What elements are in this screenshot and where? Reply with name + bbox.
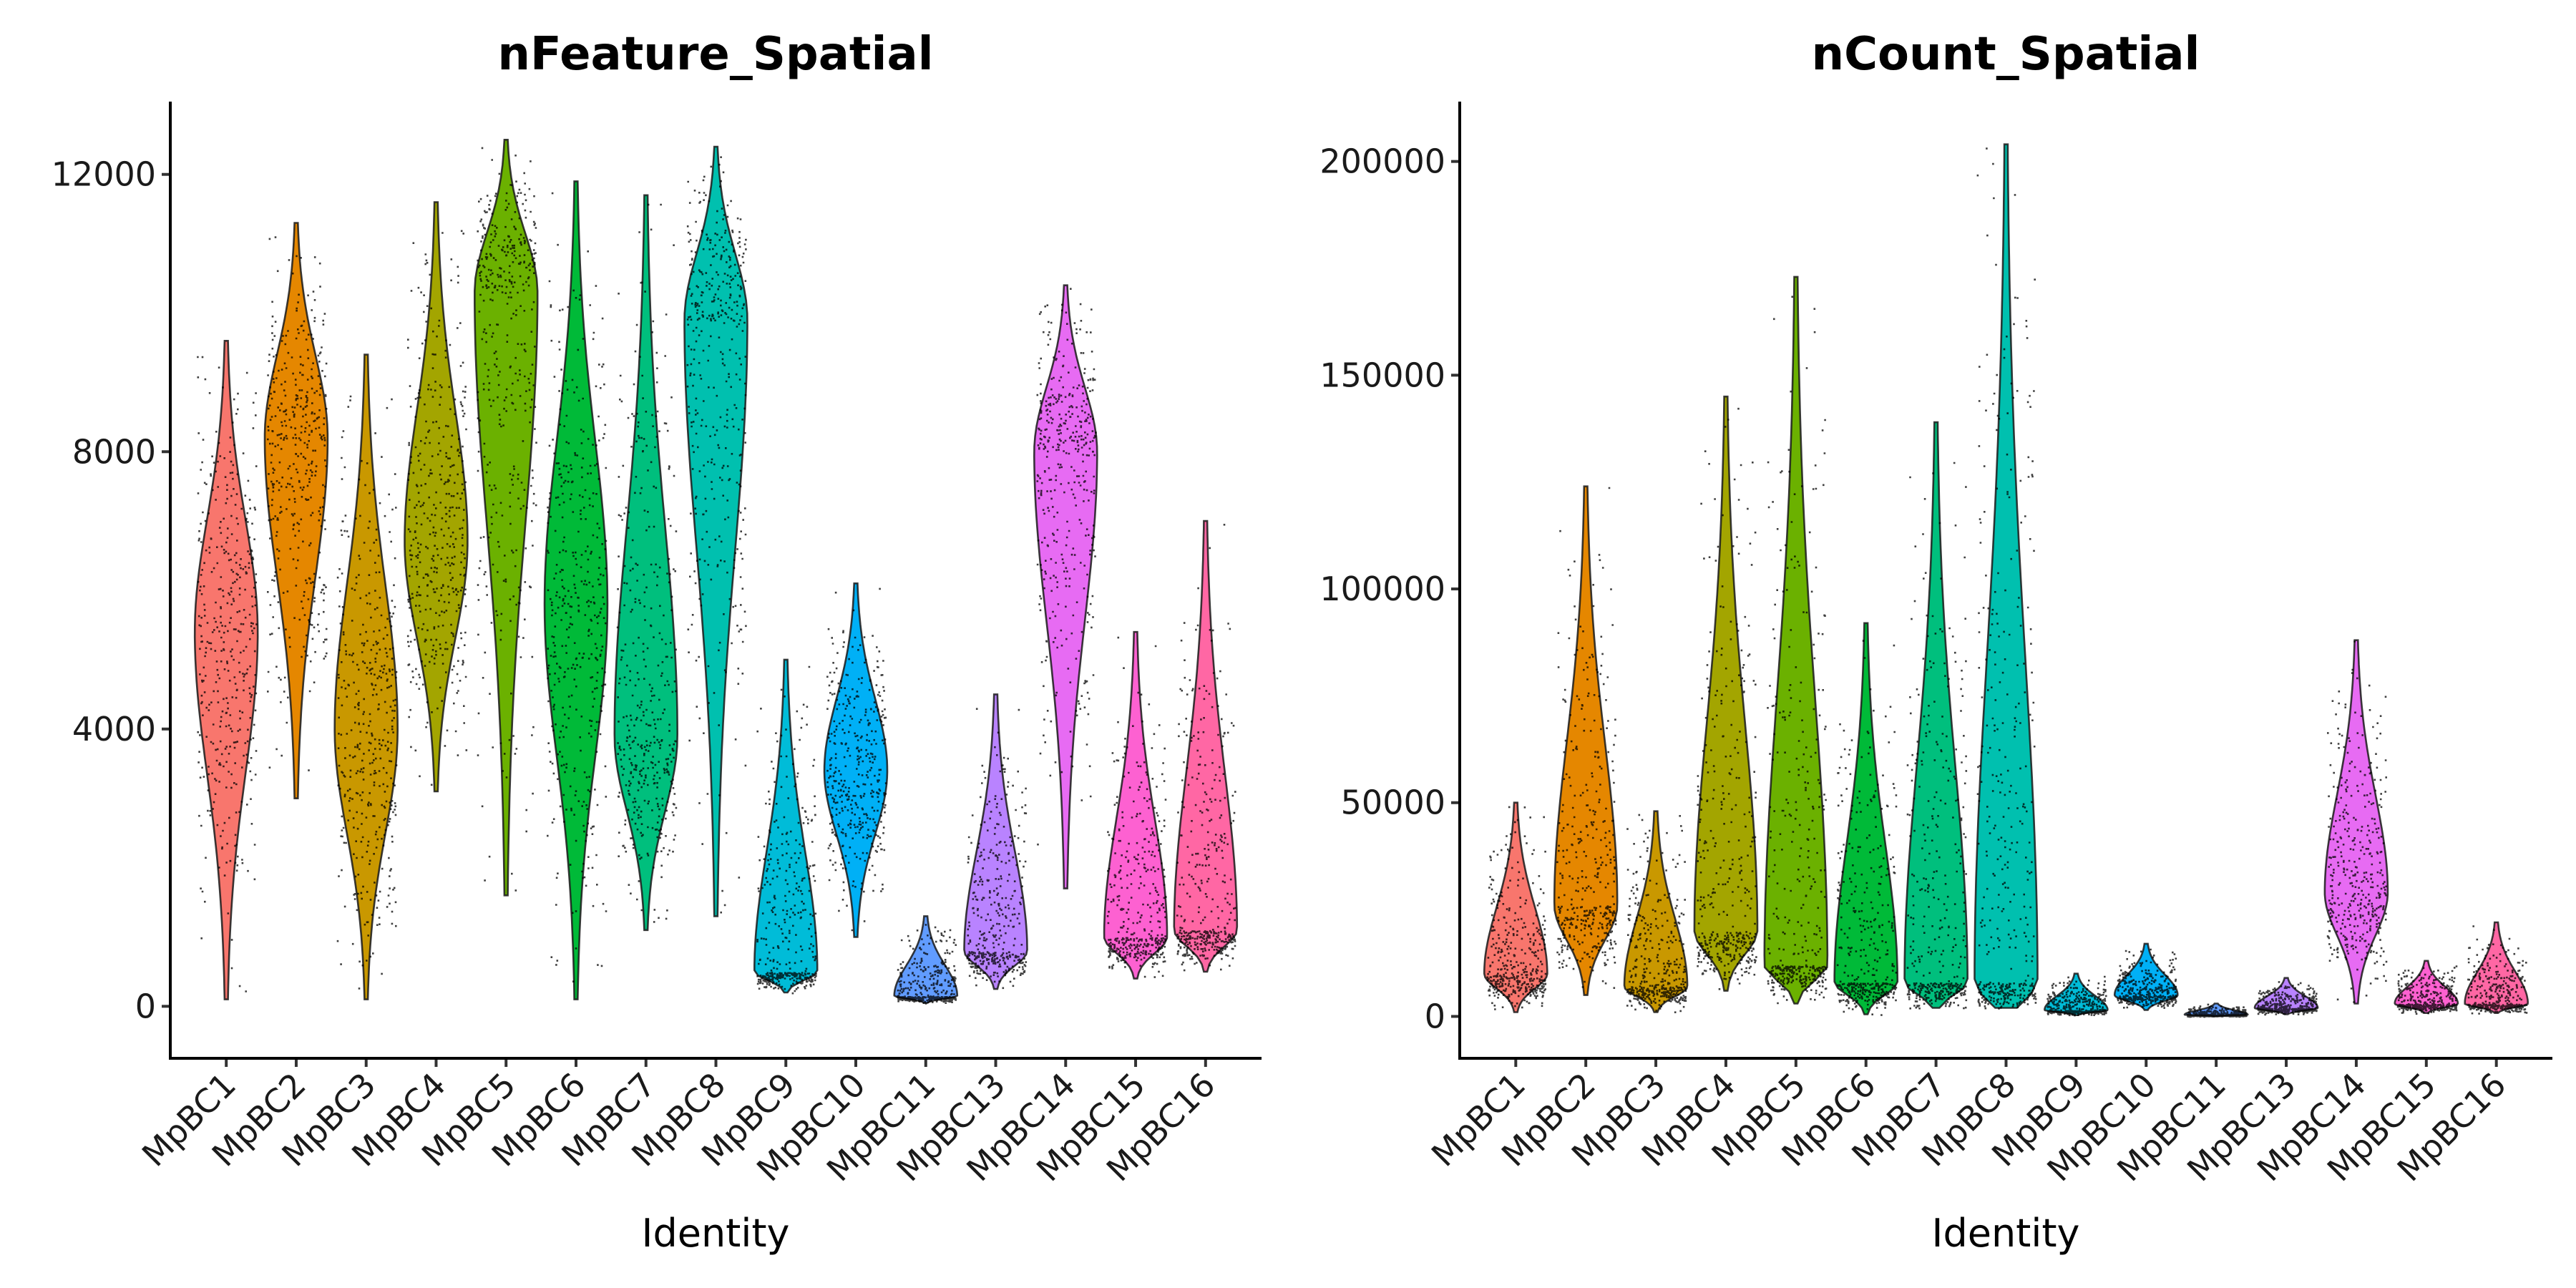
violins-left <box>193 139 1239 1005</box>
panel-title: nCount_Spatial <box>1812 28 2200 81</box>
violin-MpBC5 <box>1763 275 1829 1005</box>
y-tick-label: 0 <box>135 987 156 1025</box>
violin-MpBC13 <box>963 693 1028 990</box>
y-tick-label: 12000 <box>52 155 156 194</box>
y-tick-label: 8000 <box>72 432 156 471</box>
y-tick-label: 150000 <box>1319 356 1445 394</box>
y-tick-label: 50000 <box>1341 784 1445 822</box>
y-tick-label: 0 <box>1425 997 1445 1035</box>
violin-MpBC10 <box>823 582 889 938</box>
violin-MpBC1 <box>1483 801 1548 1013</box>
data-points <box>1626 814 1687 1013</box>
data-points <box>2326 640 2388 1003</box>
violin-MpBC7 <box>1903 421 1969 1010</box>
data-points <box>197 356 258 992</box>
x-axis-title: Identity <box>642 1211 790 1256</box>
violin-MpBC6 <box>543 180 609 1000</box>
violin-MpBC11 <box>2183 1002 2249 1018</box>
violins-right <box>1483 143 2529 1018</box>
data-points <box>1556 487 1617 989</box>
violin-MpBC3 <box>333 353 399 1000</box>
data-points <box>1106 636 1167 978</box>
violin-shape <box>963 693 1028 990</box>
data-points <box>2117 948 2177 1009</box>
violin-MpBC13 <box>2253 977 2319 1016</box>
violin-shape <box>1483 801 1548 1013</box>
y-tick-label: 200000 <box>1319 142 1445 181</box>
violin-shape <box>1763 275 1829 1005</box>
violin-MpBC8 <box>1974 143 2039 1010</box>
violin-MpBC10 <box>2113 942 2179 1011</box>
data-points <box>2046 975 2107 1017</box>
violin-MpBC6 <box>1833 622 1899 1016</box>
y-axis-ticks-right: 0 50000 100000 150000 200000 <box>1319 142 1460 1035</box>
data-points <box>897 924 957 1005</box>
violin-shape <box>1974 143 2039 1009</box>
violin-MpBC14 <box>2323 639 2389 1005</box>
violin-MpBC15 <box>2394 960 2459 1015</box>
data-points <box>2187 1003 2248 1018</box>
panel-title: nFeature_Spatial <box>497 28 933 81</box>
violin-MpBC2 <box>263 222 329 799</box>
data-points <box>966 708 1028 990</box>
violin-MpBC14 <box>1033 284 1098 889</box>
data-points <box>2467 925 2528 1015</box>
violin-MpBC9 <box>753 658 819 995</box>
violin-shape <box>1173 519 1239 973</box>
violin-MpBC11 <box>893 915 959 1005</box>
violin-shape <box>1103 630 1169 980</box>
data-points <box>2396 965 2458 1015</box>
violin-MpBC4 <box>1693 395 1759 992</box>
x-axis-title: Identity <box>1932 1211 2080 1256</box>
violin-shape <box>1833 622 1899 1015</box>
violin-MpBC4 <box>404 201 469 793</box>
violin-shape <box>1903 421 1969 1009</box>
y-tick-label: 4000 <box>72 710 156 748</box>
violin-shape <box>473 139 539 897</box>
violin-MpBC16 <box>1173 519 1239 973</box>
data-points <box>826 587 887 932</box>
y-axis-ticks-left: 0 4000 8000 12000 <box>52 155 170 1025</box>
violin-MpBC7 <box>613 194 679 932</box>
data-points <box>1486 806 1547 1010</box>
violin-shape <box>823 582 889 938</box>
violin-MpBC2 <box>1553 485 1619 996</box>
violin-MpBC1 <box>193 339 259 1000</box>
violin-shape <box>753 658 819 994</box>
violin-MpBC8 <box>683 145 748 917</box>
y-tick-label: 100000 <box>1319 570 1445 608</box>
violin-MpBC5 <box>473 139 539 897</box>
data-points <box>2257 981 2318 1016</box>
data-points <box>1036 288 1097 846</box>
violin-shape <box>893 915 959 1004</box>
violin-shape <box>1553 485 1619 996</box>
violin-shape <box>193 339 259 1000</box>
violin-MpBC15 <box>1103 630 1169 980</box>
data-points <box>267 236 328 771</box>
violin-MpBC9 <box>2044 972 2109 1017</box>
violin-shape <box>613 194 679 932</box>
violin-MpBC16 <box>2464 921 2529 1015</box>
violin-MpBC3 <box>1623 810 1689 1013</box>
data-points <box>756 665 817 995</box>
violin-shape <box>263 222 329 799</box>
